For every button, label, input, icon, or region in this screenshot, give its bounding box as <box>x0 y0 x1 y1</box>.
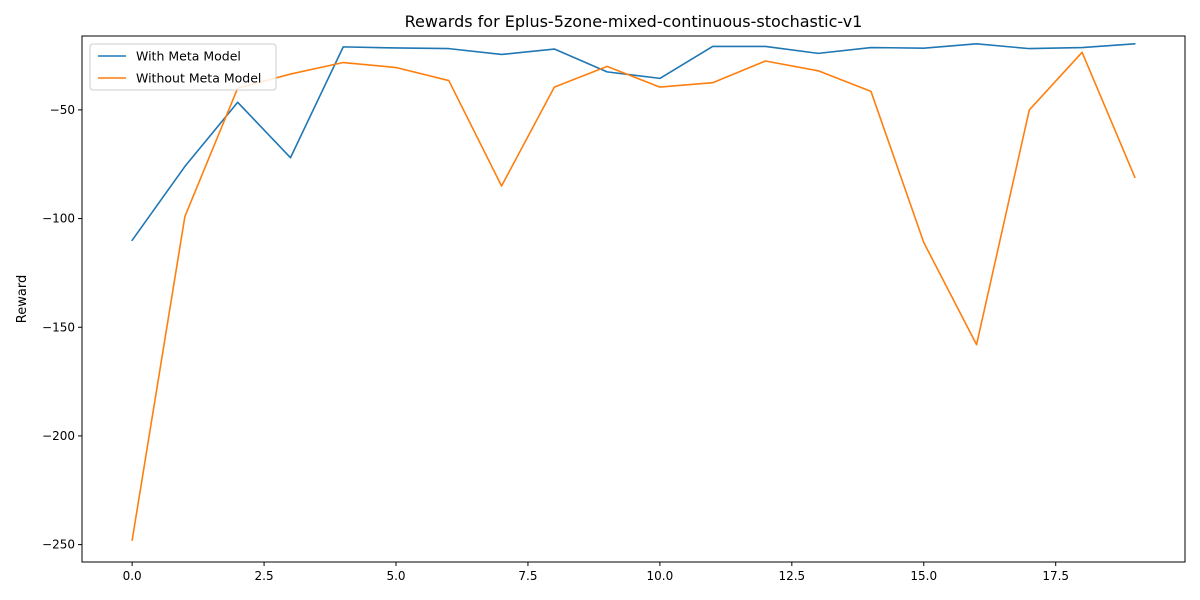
legend-label-1: With Meta Model <box>136 49 241 64</box>
series-line-1 <box>131 43 1136 242</box>
plot-area: 0.0 2.5 5.0 7.5 10.0 12.5 15.0 17.5 −250 −200 −150… <box>42 35 1186 583</box>
y-tick-label: −250 <box>42 538 75 552</box>
x-tick-label: 10.0 <box>647 569 674 583</box>
legend-box <box>89 43 277 91</box>
y-axis-label: Reward <box>15 275 30 323</box>
y-tick-label: −200 <box>42 429 75 443</box>
legend: With Meta Model Without Meta Model <box>89 43 277 91</box>
y-tick-label: −100 <box>42 212 75 226</box>
x-tick-label: 2.5 <box>255 569 274 583</box>
series-line-2 <box>131 51 1136 542</box>
y-tick-label: −150 <box>42 320 75 334</box>
chart-title: Rewards for Eplus-5zone-mixed-continuous… <box>405 12 863 31</box>
x-tick-label: 0.0 <box>123 569 142 583</box>
legend-label-2: Without Meta Model <box>136 71 261 86</box>
y-tick-label: −50 <box>50 103 75 117</box>
plot-frame <box>81 35 1186 563</box>
x-tick-label: 5.0 <box>386 569 405 583</box>
x-tick-label: 17.5 <box>1042 569 1069 583</box>
x-tick-label: 15.0 <box>910 569 937 583</box>
x-tick-label: 12.5 <box>778 569 805 583</box>
x-tick-label: 7.5 <box>518 569 537 583</box>
